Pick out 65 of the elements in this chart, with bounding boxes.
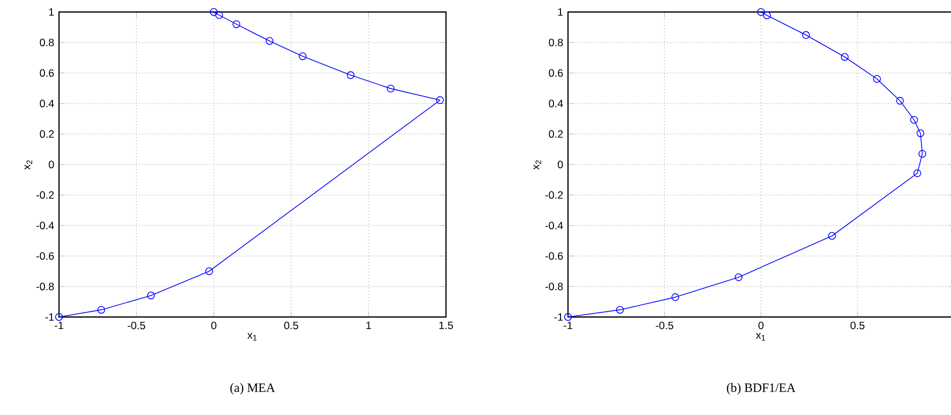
point xyxy=(918,150,926,158)
point xyxy=(147,292,155,300)
point xyxy=(734,273,742,282)
x-axis-title: x$_{1}$ xyxy=(756,333,766,341)
y-tick-label: 0.2 xyxy=(40,130,54,138)
x-tick-label: 0.5 xyxy=(850,322,864,330)
y-tick-label: -0.8 xyxy=(545,282,563,290)
point xyxy=(232,20,240,28)
y-tick-label: 1 xyxy=(558,8,563,16)
x-axis-title: x$_{1}$ xyxy=(247,333,257,341)
x-tick-label: 0 xyxy=(758,322,764,330)
y-tick-label: 1 xyxy=(49,8,54,16)
point xyxy=(828,232,836,240)
y-axis-title: x$_{2}$ xyxy=(24,160,32,170)
x-tick-label: 0 xyxy=(211,322,216,330)
y-tick-label: -0.4 xyxy=(545,222,563,230)
x-tick-label: -0.5 xyxy=(656,322,674,330)
y-tick-label: -0.8 xyxy=(36,282,54,290)
point xyxy=(757,8,765,16)
point xyxy=(913,169,922,178)
y-tick-label: 0.6 xyxy=(40,69,54,77)
y-tick-label: 0.4 xyxy=(548,100,563,108)
y-tick-label: -0.4 xyxy=(36,222,54,230)
x-tick-label: -1 xyxy=(54,322,64,330)
point xyxy=(210,8,218,16)
point xyxy=(896,96,904,105)
point xyxy=(564,313,572,321)
y-tick-label: 0 xyxy=(48,160,54,168)
point xyxy=(205,267,214,276)
y-tick-label: 0.8 xyxy=(40,38,54,46)
point xyxy=(916,129,924,138)
text: (a) MEA xyxy=(230,383,276,395)
y-tick-label: 0.8 xyxy=(548,38,563,46)
point xyxy=(386,84,395,92)
point xyxy=(671,293,680,302)
y-tick-label: 0.4 xyxy=(40,100,54,108)
y-tick-label: -1 xyxy=(554,313,563,321)
y-tick-label: -0.6 xyxy=(36,252,54,260)
x-tick-label: -1 xyxy=(564,322,572,330)
point xyxy=(616,306,624,314)
x-tick-label: -0.5 xyxy=(128,322,146,330)
y-tick-label: -0.2 xyxy=(36,191,54,199)
x-tick-label: 1.5 xyxy=(439,322,453,330)
point xyxy=(298,52,307,60)
y-tick-label: 0.6 xyxy=(548,69,563,77)
text: (b) BDF1/EA xyxy=(726,383,796,395)
y-tick-label: 0 xyxy=(558,160,563,168)
point xyxy=(802,31,810,39)
y-tick-label: -0.6 xyxy=(545,252,563,260)
point xyxy=(215,11,223,19)
y-tick-label: -0.2 xyxy=(545,191,563,199)
point xyxy=(97,306,106,314)
x-tick-label: 0.5 xyxy=(284,322,298,330)
y-tick-label: -1 xyxy=(45,313,54,321)
point xyxy=(873,75,881,83)
point xyxy=(436,96,444,104)
point xyxy=(763,11,771,20)
point xyxy=(266,37,274,45)
y-axis-title: x$_{2}$ xyxy=(534,160,542,170)
x-tick-label: 1 xyxy=(366,322,372,330)
point xyxy=(346,71,355,80)
point xyxy=(55,313,63,321)
y-tick-label: 0.2 xyxy=(548,130,563,138)
point xyxy=(840,53,849,61)
point xyxy=(910,116,918,124)
